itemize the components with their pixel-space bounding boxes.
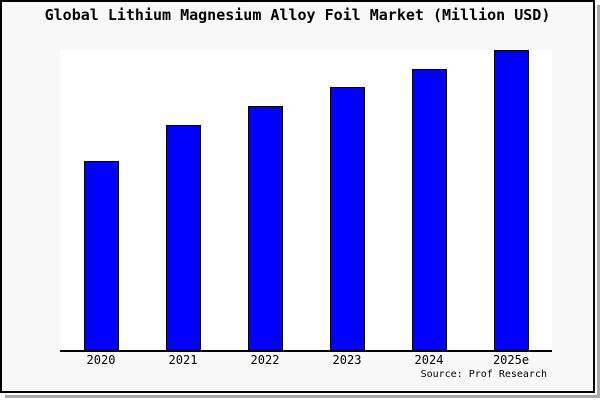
x-tick-label-2024: 2024 bbox=[414, 353, 444, 367]
bar-2021 bbox=[165, 125, 201, 351]
x-tick-label-2020: 2020 bbox=[86, 353, 116, 367]
x-tick-label-2025e: 2025e bbox=[492, 353, 530, 367]
plot-area bbox=[60, 50, 552, 352]
bar-2024 bbox=[411, 69, 447, 351]
x-axis-line bbox=[60, 350, 552, 352]
x-tick-label-2023: 2023 bbox=[332, 353, 362, 367]
bar-2023 bbox=[329, 87, 365, 351]
source-credit: Source: Prof Research bbox=[420, 369, 547, 380]
chart-title: Global Lithium Magnesium Alloy Foil Mark… bbox=[44, 6, 551, 24]
x-tick-label-2021: 2021 bbox=[168, 353, 198, 367]
x-tick-label-2022: 2022 bbox=[250, 353, 280, 367]
bar-2022 bbox=[247, 106, 283, 351]
bar-2025e bbox=[493, 50, 529, 351]
bar-2020 bbox=[83, 161, 119, 351]
